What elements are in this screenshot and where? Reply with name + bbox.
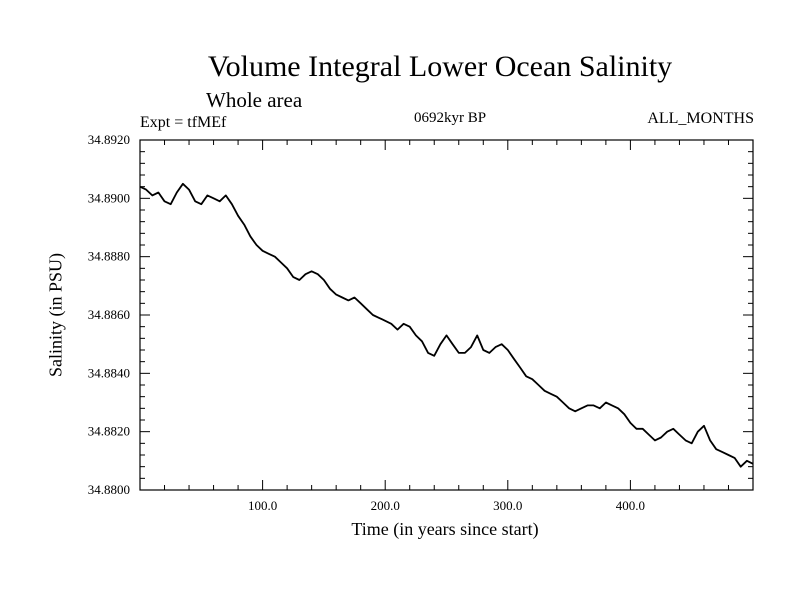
y-tick-label: 34.8880 xyxy=(88,249,130,264)
y-tick-label: 34.8840 xyxy=(88,365,130,380)
y-tick-label: 34.8820 xyxy=(88,424,130,439)
experiment-label: Expt = tfMEf xyxy=(140,114,227,131)
y-tick-label: 34.8860 xyxy=(88,307,130,322)
series-line-0 xyxy=(139,182,754,468)
tick-labels: 100.0 200.0 300.0 400.0 34.8800 34.8820 34.884… xyxy=(88,132,645,513)
x-tick-label: 400.0 xyxy=(616,498,645,513)
chart-title: Volume Integral Lower Ocean Salinity xyxy=(207,50,673,83)
period-label: 0692kyr BP xyxy=(413,110,487,126)
x-tick-label: 300.0 xyxy=(493,498,522,513)
axis-ticks xyxy=(140,140,753,490)
x-axis-label: Time (in years since start) xyxy=(351,519,539,539)
months-label: ALL_MONTHS xyxy=(647,110,754,127)
x-tick-label: 200.0 xyxy=(371,498,400,513)
y-tick-label: 34.8900 xyxy=(88,190,130,205)
series-group xyxy=(139,182,754,468)
y-tick-label: 34.8800 xyxy=(88,482,130,497)
y-tick-label: 34.8920 xyxy=(88,132,130,147)
chart-subtitle: Whole area xyxy=(206,88,303,112)
x-tick-label: 100.0 xyxy=(248,498,277,513)
